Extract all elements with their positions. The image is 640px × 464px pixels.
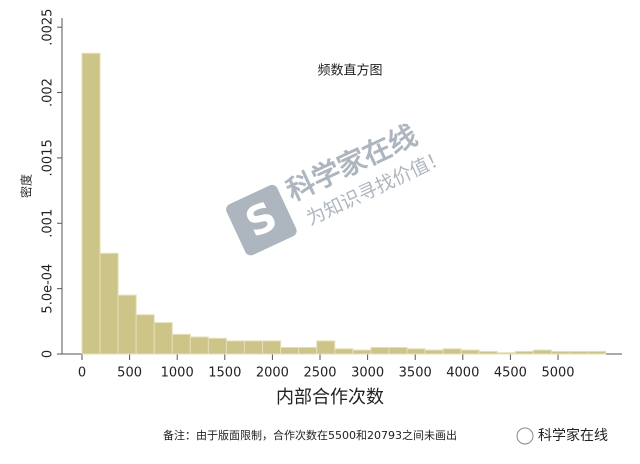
footnote: 备注：由于版面限制，合作次数在5500和20793之间未画出	[163, 428, 457, 442]
y-tick-label: .0015	[41, 139, 56, 176]
bar	[117, 294, 137, 355]
bar	[442, 348, 462, 355]
y-tick-label: .001	[41, 209, 56, 238]
y-tick-label: 5.0e-04	[41, 264, 56, 314]
x-tick-label: 4000	[446, 366, 479, 381]
bar	[171, 333, 191, 355]
y-axis-label: 密度	[19, 174, 34, 198]
bar	[316, 340, 336, 355]
y-tick-label: .002	[41, 78, 56, 107]
annotation: 频数直方图	[317, 63, 382, 79]
x-tick-label: 500	[117, 366, 142, 381]
x-axis-label: 内部合作次数	[276, 387, 384, 408]
y-tick-label: 0	[41, 350, 56, 358]
bar	[81, 52, 101, 355]
x-tick-label: 4500	[494, 366, 527, 381]
source: 科学家在线	[538, 427, 608, 444]
bar	[135, 314, 155, 355]
bar	[298, 346, 318, 355]
bar	[280, 346, 300, 355]
bar	[478, 350, 498, 355]
bar	[514, 350, 534, 355]
wechat-icon	[516, 427, 534, 445]
bar	[189, 336, 209, 355]
y-tick-label: .0025	[41, 9, 56, 46]
x-tick-label: 5000	[541, 366, 574, 381]
bar	[207, 337, 227, 355]
bar	[550, 350, 571, 355]
bar	[388, 346, 408, 355]
bar	[225, 340, 245, 355]
x-tick-label: 1500	[208, 366, 241, 381]
x-tick-label: 2000	[256, 366, 289, 381]
bar	[406, 348, 426, 355]
bar	[352, 349, 372, 355]
bar	[587, 350, 607, 355]
bar	[496, 352, 516, 355]
bar	[532, 349, 552, 355]
x-tick-label: 2500	[303, 366, 336, 381]
bar	[370, 346, 390, 355]
bar	[460, 349, 480, 355]
x-tick-label: 3500	[399, 366, 432, 381]
x-tick-label: 3000	[351, 366, 384, 381]
bar	[569, 350, 589, 355]
bar	[153, 322, 173, 355]
bar	[243, 340, 264, 355]
x-tick-label: 1000	[161, 366, 194, 381]
bar	[99, 252, 119, 355]
x-tick-label: 0	[78, 366, 86, 381]
bar	[262, 340, 282, 355]
watermark-logo	[226, 184, 297, 256]
bar	[334, 348, 354, 355]
bar	[424, 349, 444, 355]
source-badge: 科学家在线	[516, 427, 608, 445]
